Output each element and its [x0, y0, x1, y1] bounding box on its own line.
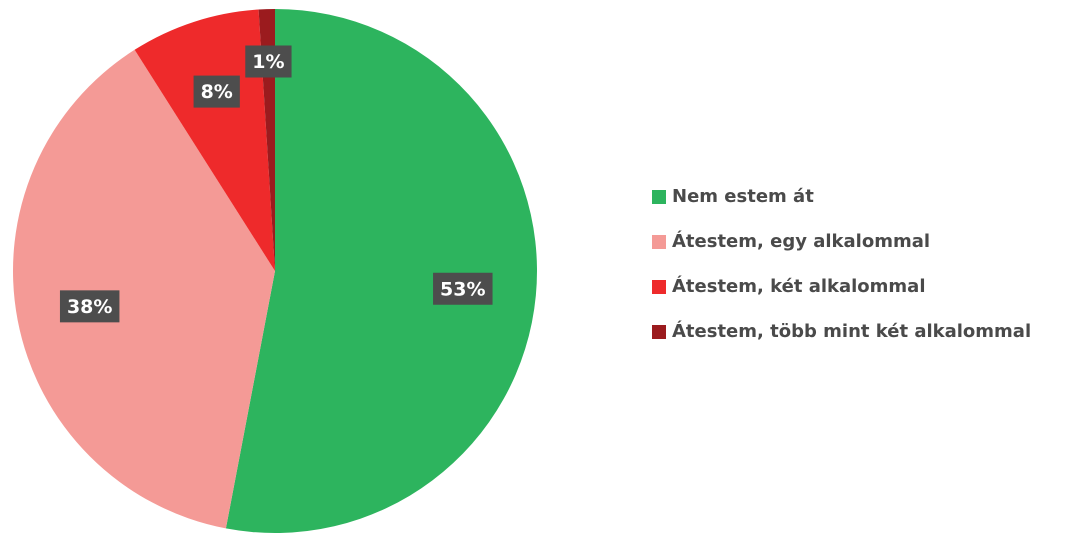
- data-label-box: [433, 272, 493, 305]
- data-label-text: 1%: [252, 51, 284, 73]
- legend-label: Nem estem át: [672, 186, 814, 207]
- data-label-text: 53%: [440, 278, 485, 300]
- pie-slice: [134, 9, 275, 271]
- legend-label: Átestem, egy alkalommal: [672, 230, 930, 252]
- data-label: 53%: [433, 272, 493, 305]
- data-label: 1%: [245, 45, 292, 78]
- data-label-box: [59, 290, 120, 323]
- pie-slice: [13, 49, 276, 529]
- data-label-text: 38%: [67, 296, 112, 318]
- legend-swatch: [652, 235, 666, 249]
- legend-swatch: [652, 280, 666, 294]
- data-label-box: [245, 45, 292, 78]
- legend-label: Átestem, több mint két alkalommal: [672, 320, 1031, 342]
- data-label: 38%: [59, 290, 120, 323]
- data-label: 8%: [193, 75, 240, 108]
- legend-swatch: [652, 325, 666, 339]
- legend-swatch: [652, 190, 666, 204]
- pie-slice: [225, 9, 538, 533]
- data-label-box: [193, 75, 240, 108]
- data-label-text: 8%: [201, 81, 233, 103]
- legend-label: Átestem, két alkalommal: [672, 275, 926, 297]
